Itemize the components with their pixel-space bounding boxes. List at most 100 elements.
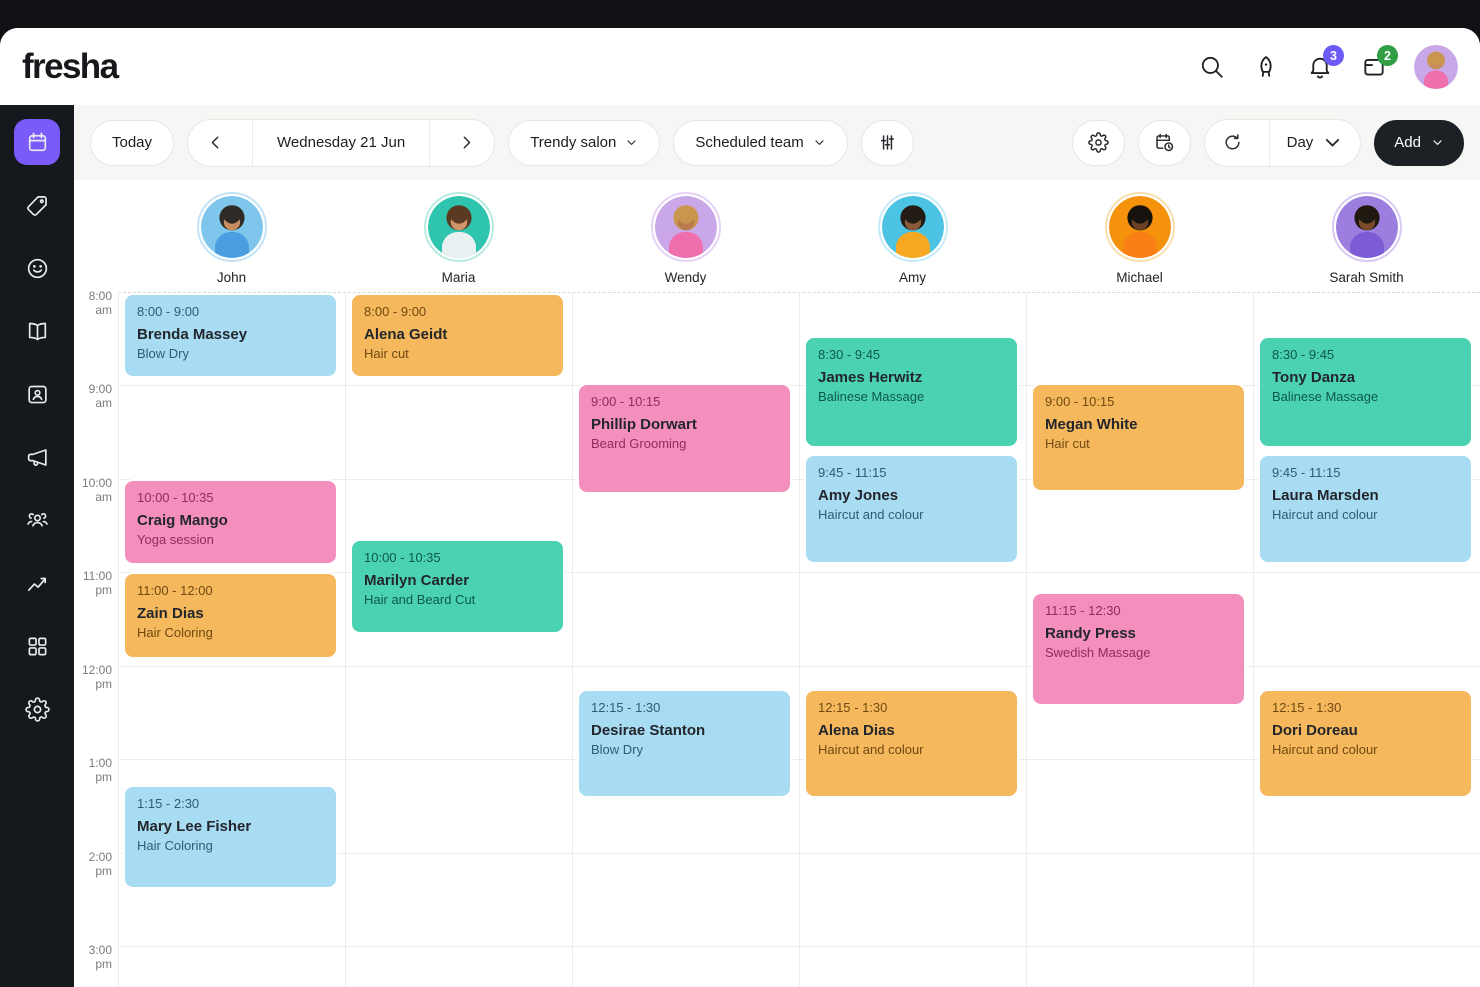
calendar-settings-button[interactable]	[1071, 119, 1125, 166]
column-gridline	[345, 292, 346, 987]
appointment-client: Megan White	[1045, 416, 1138, 433]
appointment-time: 10:00 - 10:35	[137, 490, 214, 505]
appointment-card[interactable]: 9:45 - 11:15 Amy Jones Haircut and colour	[804, 454, 1019, 564]
prev-day-button[interactable]	[188, 120, 243, 166]
appointment-card[interactable]: 8:30 - 9:45 James Herwitz Balinese Massage	[804, 336, 1019, 448]
chevron-down-icon	[1433, 140, 1442, 145]
staff-avatar	[196, 192, 267, 262]
sidebar-item-megaphone[interactable]	[14, 434, 60, 480]
staff-avatar	[877, 192, 948, 262]
time-hour: 10:00	[81, 476, 112, 490]
today-button[interactable]: Today	[90, 119, 175, 166]
settings-gear-icon	[24, 696, 50, 722]
time-axis-label: 10:00 am	[74, 476, 112, 504]
staff-avatar	[1331, 192, 1402, 262]
rocket-icon	[1259, 55, 1272, 77]
view-select[interactable]: Day	[1268, 119, 1361, 166]
staff-name: Amy	[899, 270, 926, 285]
appointment-service: Hair cut	[364, 346, 409, 361]
time-hour: 9:00	[88, 382, 112, 396]
appointment-card[interactable]: 11:15 - 12:30 Randy Press Swedish Massage	[1031, 592, 1246, 706]
team-label: Scheduled team	[695, 134, 804, 151]
notifications-button[interactable]: 3	[1306, 45, 1344, 80]
staff-column-header[interactable]: John	[118, 180, 345, 288]
inbox-button[interactable]: 2	[1360, 45, 1398, 80]
fresha-logo: fresha	[22, 46, 119, 86]
time-meridiem: pm	[95, 770, 112, 784]
main-area: Today Wednesday 21 Jun Trendy salon	[74, 105, 1480, 987]
sidebar-item-tag[interactable]	[14, 182, 60, 228]
refresh-icon	[1225, 134, 1240, 150]
catalog-book-icon	[28, 322, 46, 340]
staff-column-header[interactable]: Amy	[799, 180, 1026, 288]
tag-icon	[26, 195, 47, 216]
appointment-time: 12:15 - 1:30	[818, 700, 888, 715]
appointment-time: 9:00 - 10:15	[591, 394, 661, 409]
staff-column-header[interactable]: Sarah Smith	[1253, 180, 1480, 288]
time-axis-label: 11:00 pm	[74, 569, 112, 597]
clients-card-icon	[27, 385, 47, 403]
appointment-time: 12:15 - 1:30	[591, 700, 661, 715]
appointment-card[interactable]: 9:00 - 10:15 Phillip Dorwart Beard Groomin…	[577, 383, 792, 494]
appointment-client: Tony Danza	[1272, 369, 1356, 386]
staff-avatar	[650, 192, 721, 262]
sidebar-item-calendar[interactable]	[14, 119, 60, 165]
appointment-time: 10:00 - 10:35	[364, 550, 441, 565]
add-label: Add	[1394, 134, 1421, 151]
appointment-card[interactable]: 9:00 - 10:15 Megan White Hair cut	[1031, 383, 1246, 492]
next-day-button[interactable]	[439, 120, 494, 166]
sidebar-item-catalog-book[interactable]	[14, 308, 60, 354]
appointment-card[interactable]: 10:00 - 10:35 Marilyn Carder Hair and Bear…	[350, 539, 565, 634]
sidebar-item-settings-gear[interactable]	[14, 686, 60, 732]
search-button[interactable]	[1198, 53, 1225, 80]
account-avatar[interactable]	[1414, 44, 1458, 89]
inbox-badge: 2	[1377, 45, 1398, 66]
time-axis-label: 3:00 pm	[74, 943, 112, 971]
sidebar-item-analytics[interactable]	[14, 560, 60, 606]
appointment-card[interactable]: 10:00 - 10:35 Craig Mango Yoga session	[123, 479, 338, 565]
staff-name: Wendy	[664, 270, 707, 285]
sidebar-item-apps-grid[interactable]	[14, 623, 60, 669]
gear-icon	[1087, 132, 1109, 153]
appointment-card[interactable]: 11:00 - 12:00 Zain Dias Hair Coloring	[123, 572, 338, 659]
appointment-card[interactable]: 8:30 - 9:45 Tony Danza Balinese Massage	[1258, 336, 1473, 448]
column-gridline	[572, 292, 573, 987]
notifications-badge: 3	[1323, 45, 1344, 66]
appointment-card[interactable]: 1:15 - 2:30 Mary Lee Fisher Hair Coloring	[123, 785, 338, 889]
filters-button[interactable]	[860, 119, 914, 166]
sidebar-item-team[interactable]	[14, 497, 60, 543]
appointment-card[interactable]: 8:00 - 9:00 Brenda Massey Blow Dry	[123, 293, 338, 378]
appointment-card[interactable]: 9:45 - 11:15 Laura Marsden Haircut and col…	[1258, 454, 1473, 564]
time-hour: 8:00	[88, 289, 112, 303]
toolbar-right: Day Add	[1071, 118, 1464, 167]
column-gridline	[799, 292, 800, 987]
search-icon	[1201, 56, 1223, 78]
time-meridiem: pm	[95, 677, 112, 691]
staff-avatar	[1104, 192, 1175, 262]
staff-column-header[interactable]: Maria	[345, 180, 572, 288]
waitlist-button[interactable]	[1137, 119, 1191, 166]
appointment-card[interactable]: 12:15 - 1:30 Dori Doreau Haircut and colou…	[1258, 689, 1473, 798]
time-meridiem: am	[95, 303, 112, 317]
team-selector[interactable]: Scheduled team	[673, 119, 848, 166]
time-hour: 12:00	[81, 663, 112, 677]
appointment-service: Balinese Massage	[1272, 389, 1379, 404]
launch-button[interactable]	[1252, 53, 1279, 80]
staff-column-header[interactable]: Michael	[1026, 180, 1253, 288]
apps-grid-icon	[28, 637, 46, 655]
location-selector[interactable]: Trendy salon	[508, 119, 661, 166]
add-button[interactable]: Add	[1374, 119, 1464, 166]
sidebar-item-clients-card[interactable]	[14, 371, 60, 417]
current-date-button[interactable]: Wednesday 21 Jun	[252, 119, 431, 166]
appointment-card[interactable]: 12:15 - 1:30 Alena Dias Haircut and colour	[804, 689, 1019, 798]
sidebar-item-smiley[interactable]	[14, 245, 60, 291]
appointment-card[interactable]: 8:00 - 9:00 Alena Geidt Hair cut	[350, 293, 565, 378]
refresh-button[interactable]	[1205, 120, 1260, 166]
staff-column-header[interactable]: Wendy	[572, 180, 799, 288]
column-gridline	[118, 292, 119, 987]
appointment-card[interactable]: 12:15 - 1:30 Desirae Stanton Blow Dry	[577, 689, 792, 798]
staff-name: Sarah Smith	[1329, 270, 1404, 285]
time-axis-label: 2:00 pm	[74, 850, 112, 878]
chevron-right-icon	[463, 136, 471, 149]
appointment-service: Hair and Beard Cut	[364, 592, 476, 607]
